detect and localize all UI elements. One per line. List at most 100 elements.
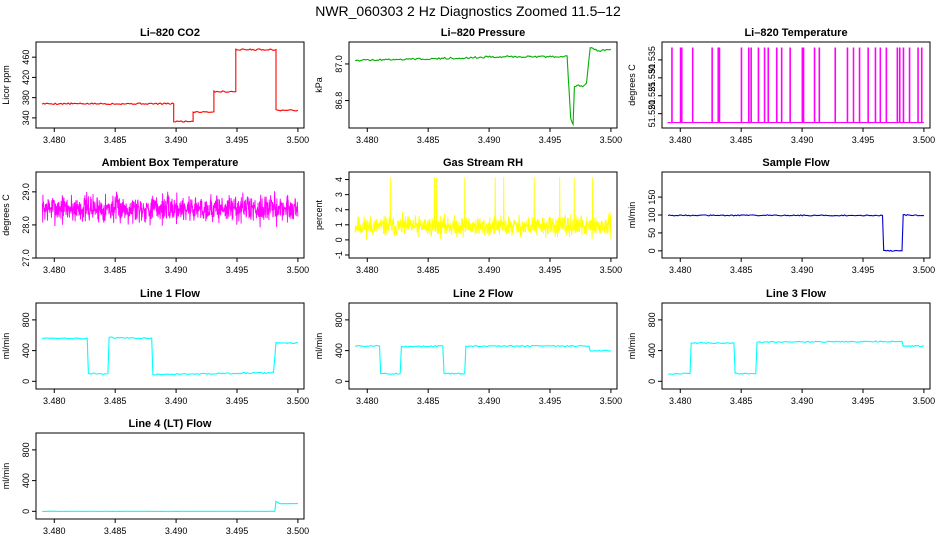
y-tick-label: 0: [334, 379, 344, 384]
y-tick-label: -1: [334, 251, 344, 259]
y-axis-label: Licor ppm: [1, 65, 11, 105]
x-tick-label: 3.485: [104, 396, 127, 406]
x-tick-label: 3.490: [165, 135, 188, 145]
x-tick-label: 3.495: [226, 265, 249, 275]
x-tick-label: 3.490: [165, 265, 188, 275]
y-tick-label: 150: [647, 190, 657, 205]
panel-ambient-box-temperature: Ambient Box Temperature degrees C 3.480 3.4…: [1, 157, 309, 275]
panel-li-820-temperature: Li–820 Temperature degrees C 3.480 3.485 3.4…: [627, 27, 935, 145]
data-series-line: [667, 47, 924, 124]
x-tick-label: 3.495: [539, 396, 562, 406]
x-tick-label: 3.490: [791, 265, 814, 275]
x-tick-label: 3.480: [669, 265, 692, 275]
panel-title: Li–820 Temperature: [744, 27, 847, 39]
x-tick-label: 3.485: [730, 396, 753, 406]
x-tick-label: 3.495: [226, 526, 249, 536]
x-tick-label: 3.500: [913, 265, 936, 275]
panel-li-820-pressure: Li–820 Pressure kPa 3.480 3.485 3.490 3.495 3.…: [314, 27, 622, 145]
x-tick-label: 3.480: [669, 396, 692, 406]
panel-title: Li–820 CO2: [140, 27, 200, 39]
panel-gas-stream-rh: Gas Stream RH percent 3.480 3.485 3.490 3.495…: [314, 157, 622, 275]
x-tick-label: 3.500: [287, 135, 310, 145]
x-tick-label: 3.480: [356, 135, 379, 145]
data-series-line: [41, 191, 299, 228]
y-tick-label: 340: [21, 110, 31, 125]
x-tick-label: 3.485: [417, 135, 440, 145]
y-tick-label: 86.8: [334, 92, 344, 110]
x-tick-label: 3.500: [287, 526, 310, 536]
y-tick-label: 0: [21, 379, 31, 384]
data-series-line: [354, 47, 612, 127]
y-tick-label: 0: [647, 379, 657, 384]
x-tick-label: 3.485: [730, 135, 753, 145]
y-tick-label: 0: [21, 509, 31, 514]
plot-frame: [348, 41, 618, 129]
x-tick-label: 3.490: [478, 265, 501, 275]
x-tick-label: 3.490: [478, 135, 501, 145]
plot-area: [355, 344, 612, 375]
y-tick-label: 3: [334, 192, 344, 197]
y-tick-label: 800: [21, 442, 31, 457]
x-tick-label: 3.480: [356, 265, 379, 275]
x-tick-label: 3.480: [669, 135, 692, 145]
plot-frame: [661, 302, 931, 390]
plot-frame: [35, 432, 305, 520]
y-tick-label: 400: [334, 343, 344, 358]
x-tick-label: 3.480: [356, 396, 379, 406]
y-axis-label: ml/min: [627, 333, 637, 360]
y-tick-label: 1: [334, 222, 344, 227]
x-tick-label: 3.495: [852, 265, 875, 275]
plot-frame: [348, 171, 618, 259]
x-tick-label: 3.495: [226, 396, 249, 406]
x-tick-label: 3.490: [165, 526, 188, 536]
panel-title: Li–820 Pressure: [441, 27, 525, 39]
x-tick-label: 3.500: [600, 396, 623, 406]
data-series-line: [354, 177, 612, 241]
y-axis-label: ml/min: [1, 463, 11, 490]
x-tick-label: 3.480: [43, 526, 66, 536]
y-tick-label: 51.530: [647, 64, 657, 92]
x-tick-label: 3.485: [104, 265, 127, 275]
x-tick-label: 3.480: [43, 396, 66, 406]
data-series-line: [42, 500, 298, 512]
plot-area: [42, 500, 298, 512]
y-tick-label: 800: [21, 312, 31, 327]
y-axis-label: ml/min: [314, 333, 324, 360]
y-tick-label: 380: [21, 90, 31, 105]
y-axis-label: ml/min: [1, 333, 11, 360]
x-tick-label: 3.490: [791, 135, 814, 145]
panel-title: Line 4 (LT) Flow: [129, 418, 212, 430]
y-tick-label: 51.525: [647, 82, 657, 110]
plot-area: [667, 47, 924, 124]
x-tick-label: 3.500: [600, 265, 623, 275]
y-axis-label: percent: [314, 199, 324, 230]
x-tick-label: 3.500: [913, 135, 936, 145]
x-tick-label: 3.495: [226, 135, 249, 145]
plot-area: [41, 336, 299, 376]
x-tick-label: 3.495: [539, 135, 562, 145]
y-tick-label: 0: [334, 237, 344, 242]
x-tick-label: 3.490: [478, 396, 501, 406]
x-tick-label: 3.485: [104, 526, 127, 536]
data-series-line: [668, 340, 924, 375]
y-axis-label: kPa: [314, 77, 324, 93]
x-tick-label: 3.500: [287, 265, 310, 275]
panel-title: Line 1 Flow: [140, 288, 200, 300]
y-tick-label: 51.520: [647, 100, 657, 128]
x-tick-label: 3.485: [730, 265, 753, 275]
panel-title: Gas Stream RH: [443, 157, 523, 169]
x-tick-label: 3.485: [104, 135, 127, 145]
y-tick-label: 4: [334, 177, 344, 182]
x-tick-label: 3.480: [43, 135, 66, 145]
x-tick-label: 3.500: [913, 396, 936, 406]
y-tick-label: 51.535: [647, 46, 657, 74]
panel-title: Ambient Box Temperature: [102, 157, 239, 169]
plot-frame: [35, 171, 305, 259]
panel-li-820-co2: Li–820 CO2 Licor ppm 3.480 3.485 3.490 3.495 3…: [1, 27, 309, 145]
y-tick-label: 2: [334, 207, 344, 212]
data-series-line: [667, 213, 925, 252]
y-tick-label: 29.0: [21, 183, 31, 201]
y-tick-label: 460: [21, 50, 31, 65]
x-tick-label: 3.500: [600, 135, 623, 145]
